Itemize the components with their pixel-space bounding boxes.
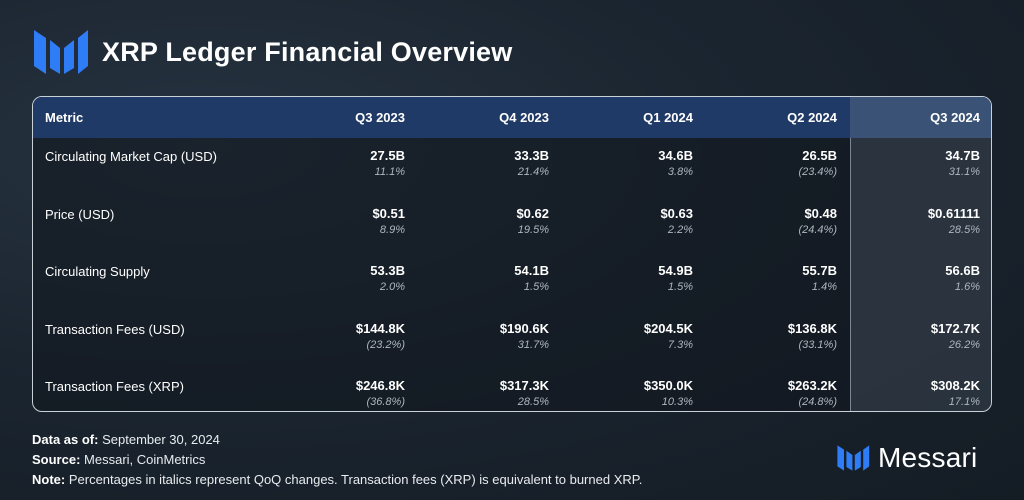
cell-change: 31.1%: [948, 166, 980, 178]
table-row: Transaction Fees (XRP) $246.8K (36.8%) $3…: [33, 368, 991, 411]
page-title: XRP Ledger Financial Overview: [102, 36, 513, 67]
cell-change: 17.1%: [948, 396, 980, 408]
cell-value: $172.7K: [930, 320, 980, 336]
cell-change: 7.3%: [667, 338, 693, 351]
metric-label: Price (USD): [45, 206, 115, 222]
cell-value: 56.6B: [945, 263, 980, 278]
note-line: Note: Percentages in italics represent Q…: [32, 470, 642, 490]
cell-change: 28.5%: [948, 223, 980, 236]
cell-value: $350.0K: [643, 378, 693, 393]
cell-value: $136.8K: [787, 320, 837, 336]
column-header: Q3 2023: [355, 110, 405, 125]
column-header: Metric: [45, 110, 84, 125]
cell-value: 27.5B: [370, 148, 405, 163]
cell-change: (24.8%): [798, 396, 837, 408]
cell-value: 34.7B: [945, 148, 980, 163]
cell-value: $0.61111: [927, 205, 980, 221]
column-header-highlighted: Q3 2024: [850, 97, 991, 138]
source-line: Source: Messari, CoinMetrics: [32, 450, 642, 470]
messari-m-logo-icon: [837, 445, 870, 471]
column-header: Q4 2023: [499, 110, 549, 125]
cell-change: 1.6%: [954, 281, 980, 293]
column-header: Q1 2024: [643, 110, 693, 125]
cell-change: 10.3%: [661, 396, 693, 408]
table-row: Circulating Supply 53.3B 2.0% 54.1B 1.5% 5…: [33, 253, 991, 311]
highlighted-column: [850, 97, 991, 411]
cell-value: $317.3K: [499, 378, 549, 393]
table-header-row: Metric Q3 2023 Q4 2023 Q1 2024 Q2 2024 Q…: [33, 97, 991, 138]
source-value: Messari, CoinMetrics: [84, 452, 206, 467]
cell-value: $0.48: [804, 205, 837, 221]
metric-label: Circulating Market Cap (USD): [45, 149, 217, 164]
source-label: Source:: [32, 452, 81, 467]
brand-logo: Messari: [836, 442, 977, 474]
cell-change: 8.9%: [379, 223, 405, 236]
cell-value: $263.2K: [787, 378, 837, 393]
cell-value: 54.9B: [658, 263, 693, 278]
cell-value: 34.6B: [658, 148, 693, 163]
cell-value: 53.3B: [370, 263, 405, 278]
cell-change: 28.5%: [517, 396, 549, 408]
table-row: Circulating Market Cap (USD) 27.5B 11.1% …: [33, 138, 991, 196]
cell-change: 1.5%: [523, 281, 549, 293]
cell-change: 1.4%: [811, 281, 837, 293]
cell-value: 26.5B: [802, 148, 837, 163]
cell-value: 55.7B: [802, 263, 837, 278]
cell-value: $0.51: [372, 205, 405, 221]
cell-value: $144.8K: [355, 320, 405, 336]
cell-value: 33.3B: [514, 148, 549, 163]
note-label: Note:: [32, 472, 66, 487]
brand-name: Messari: [878, 442, 978, 473]
metric-label: Circulating Supply: [45, 264, 150, 279]
cell-change: (23.2%): [366, 338, 405, 351]
cell-value: $0.63: [660, 205, 693, 221]
table-row: Price (USD) $0.51 8.9% $0.62 19.5% $0.63 2.…: [33, 196, 991, 254]
cell-change: (33.1%): [798, 338, 837, 351]
cell-change: 1.5%: [667, 281, 693, 293]
metric-label: Transaction Fees (XRP): [45, 379, 184, 394]
cell-change: (23.4%): [798, 166, 837, 178]
footnotes: Data as of: September 30, 2024 Source: M…: [32, 430, 642, 490]
table-row: Transaction Fees (USD) $144.8K (23.2%) $1…: [33, 311, 991, 369]
cell-change: 21.4%: [517, 166, 549, 178]
cell-change: (36.8%): [366, 396, 405, 408]
cell-value: $0.62: [516, 205, 549, 221]
cell-change: 2.2%: [667, 223, 693, 236]
cell-value: $204.5K: [643, 320, 693, 336]
header: XRP Ledger Financial Overview: [32, 24, 512, 80]
cell-change: 2.0%: [379, 281, 405, 293]
cell-change: 31.7%: [517, 338, 549, 351]
cell-change: 19.5%: [517, 223, 549, 236]
metric-label: Transaction Fees (USD): [45, 321, 185, 337]
cell-value: $190.6K: [499, 320, 549, 336]
financial-table: Metric Q3 2023 Q4 2023 Q1 2024 Q2 2024 Q…: [32, 96, 992, 412]
cell-change: 3.8%: [667, 166, 693, 178]
cell-value: $246.8K: [355, 378, 405, 393]
cell-value: 54.1B: [514, 263, 549, 278]
data-as-of-label: Data as of:: [32, 432, 99, 447]
note-value: Percentages in italics represent QoQ cha…: [68, 472, 643, 487]
data-as-of-line: Data as of: September 30, 2024: [32, 430, 642, 450]
cell-change: 26.2%: [948, 338, 980, 351]
cell-value: $308.2K: [930, 378, 980, 393]
cell-change: (24.4%): [798, 223, 837, 236]
cell-change: 11.1%: [374, 166, 405, 178]
messari-logo-icon: [34, 30, 88, 74]
column-header: Q2 2024: [787, 110, 837, 125]
data-as-of-value: September 30, 2024: [102, 432, 220, 447]
